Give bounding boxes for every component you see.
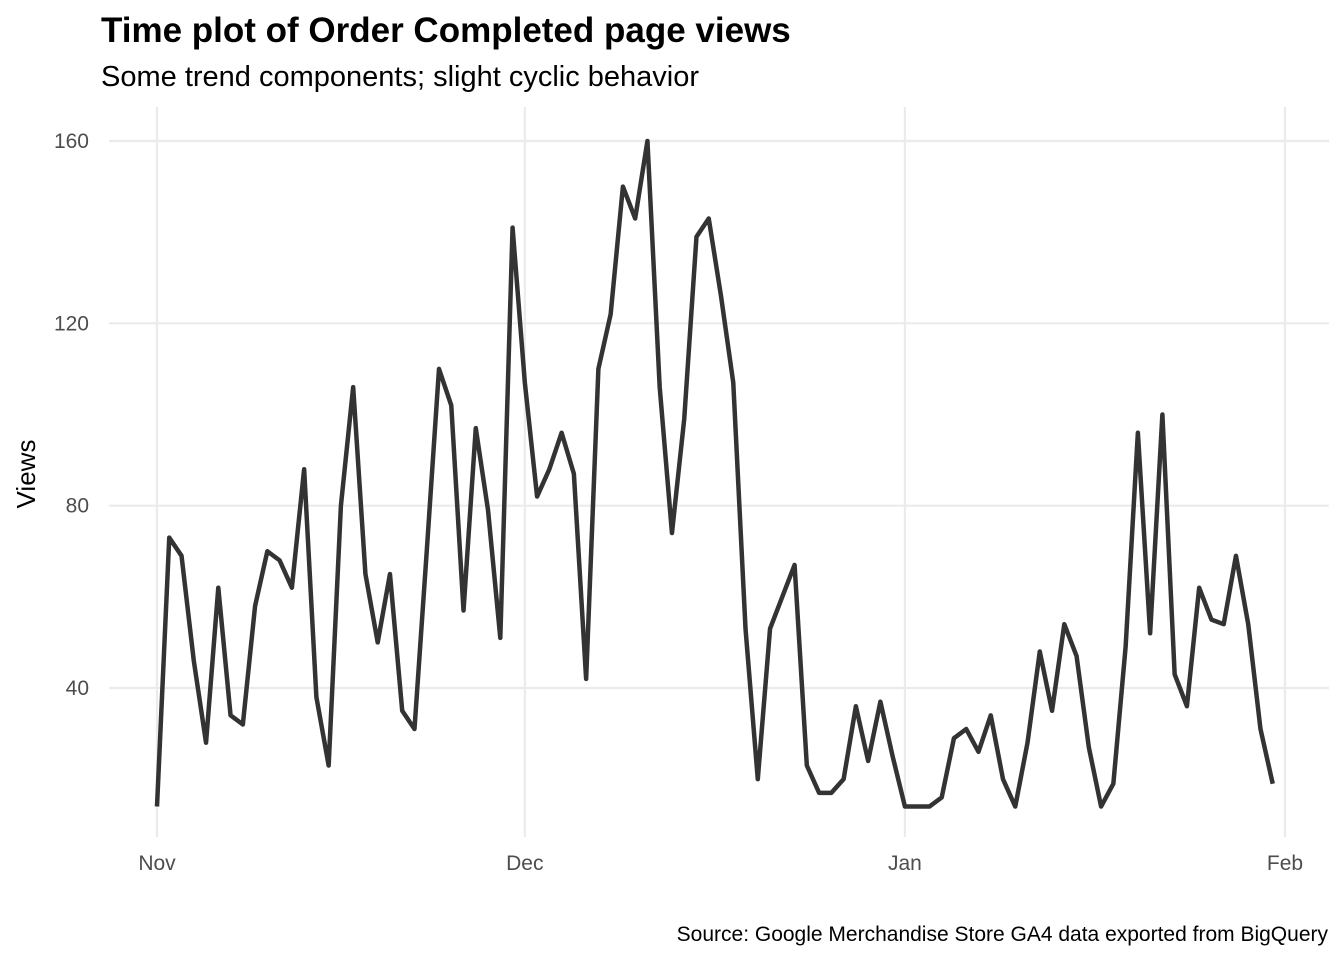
y-axis-title: Views (11, 440, 41, 509)
y-tick-label-40: 40 (66, 677, 89, 700)
y-tick-label-120: 120 (54, 312, 89, 335)
chart-title: Time plot of Order Completed page views (101, 11, 791, 50)
x-tick-label-nov: Nov (138, 852, 176, 875)
gridlines (109, 107, 1329, 837)
chart-subtitle: Some trend components; slight cyclic beh… (101, 61, 699, 93)
y-axis-ticks: 40 80 120 160 (54, 130, 89, 700)
series-layer (154, 138, 1275, 809)
x-tick-label-jan: Jan (888, 852, 922, 875)
x-axis-ticks: Nov Dec Jan Feb (138, 852, 1303, 875)
x-tick-label-feb: Feb (1267, 852, 1303, 875)
series-line-views (154, 138, 1275, 809)
chart-caption: Source: Google Merchandise Store GA4 dat… (677, 923, 1329, 946)
y-tick-label-80: 80 (66, 495, 89, 518)
x-tick-label-dec: Dec (506, 852, 543, 875)
y-tick-label-160: 160 (54, 130, 89, 153)
